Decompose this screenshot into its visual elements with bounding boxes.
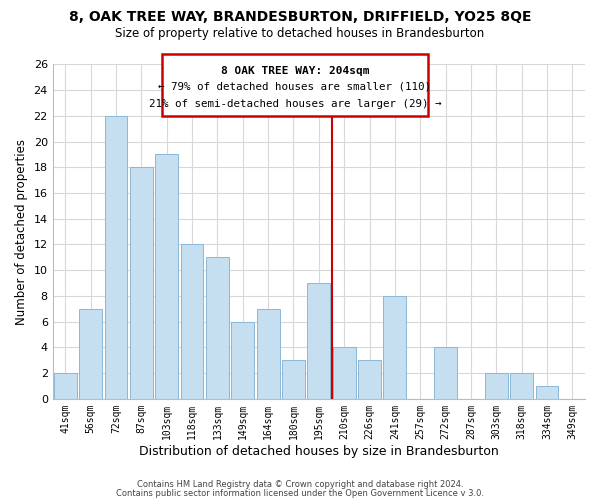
FancyBboxPatch shape [161, 54, 428, 116]
Bar [104, 116, 127, 399]
Text: Size of property relative to detached houses in Brandesburton: Size of property relative to detached ho… [115, 28, 485, 40]
Bar [130, 168, 153, 399]
Bar [307, 283, 330, 399]
Bar [232, 322, 254, 399]
Bar [333, 348, 356, 399]
Bar [257, 309, 280, 399]
Text: ← 79% of detached houses are smaller (110): ← 79% of detached houses are smaller (11… [158, 82, 431, 92]
Bar [282, 360, 305, 399]
Text: 8, OAK TREE WAY, BRANDESBURTON, DRIFFIELD, YO25 8QE: 8, OAK TREE WAY, BRANDESBURTON, DRIFFIEL… [69, 10, 531, 24]
Y-axis label: Number of detached properties: Number of detached properties [15, 138, 28, 324]
Bar [79, 309, 102, 399]
Bar [54, 373, 77, 399]
Bar [510, 373, 533, 399]
Bar [536, 386, 559, 399]
Text: 21% of semi-detached houses are larger (29) →: 21% of semi-detached houses are larger (… [149, 99, 441, 109]
Bar [485, 373, 508, 399]
Bar [383, 296, 406, 399]
Bar [206, 258, 229, 399]
Text: 8 OAK TREE WAY: 204sqm: 8 OAK TREE WAY: 204sqm [221, 66, 369, 76]
Bar [358, 360, 381, 399]
X-axis label: Distribution of detached houses by size in Brandesburton: Distribution of detached houses by size … [139, 444, 499, 458]
Bar [434, 348, 457, 399]
Bar [181, 244, 203, 399]
Bar [155, 154, 178, 399]
Text: Contains public sector information licensed under the Open Government Licence v : Contains public sector information licen… [116, 488, 484, 498]
Text: Contains HM Land Registry data © Crown copyright and database right 2024.: Contains HM Land Registry data © Crown c… [137, 480, 463, 489]
